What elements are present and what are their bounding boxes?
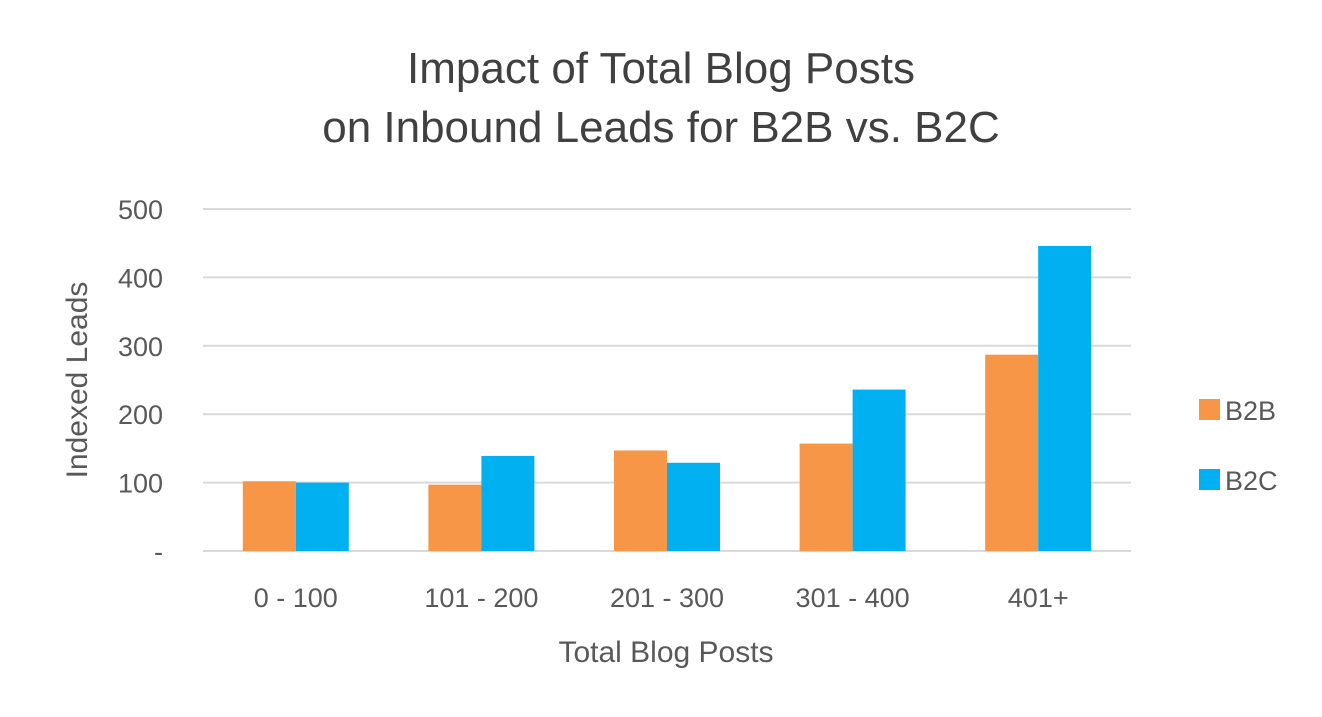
gridlines xyxy=(203,208,1131,552)
bar-b2b xyxy=(428,484,482,551)
bar-b2c xyxy=(1038,245,1092,551)
chart-title: Impact of Total Blog Posts on Inbound Le… xyxy=(322,44,1000,152)
x-axis-ticks: 0 - 100 101 - 200 201 - 300 301 - 400 401+ xyxy=(254,583,1069,613)
bar-b2b xyxy=(242,481,296,551)
bar-b2b xyxy=(614,450,667,551)
bar-b2b xyxy=(799,443,853,551)
y-tick-label: 200 xyxy=(118,400,163,430)
x-tick-label: 401+ xyxy=(1008,583,1069,613)
x-tick-label: 101 - 200 xyxy=(424,583,538,613)
chart-title-line-2: on Inbound Leads for B2B vs. B2C xyxy=(322,103,1000,152)
x-tick-label: 0 - 100 xyxy=(254,583,338,613)
y-axis-ticks: - 100 200 300 400 500 xyxy=(118,195,163,567)
x-tick-label: 201 - 300 xyxy=(610,583,724,613)
legend-label-b2c: B2C xyxy=(1225,466,1278,496)
bar-b2c xyxy=(481,455,535,551)
y-tick-label: 500 xyxy=(118,195,163,225)
y-tick-label: 400 xyxy=(118,263,163,293)
bar-b2c xyxy=(852,389,906,551)
legend: B2B B2C xyxy=(1199,396,1278,496)
bar-b2b xyxy=(985,354,1039,551)
legend-swatch-b2b xyxy=(1199,399,1220,420)
chart-title-line-1: Impact of Total Blog Posts xyxy=(407,44,915,93)
y-tick-label: 100 xyxy=(118,469,163,499)
bars xyxy=(242,245,1092,551)
bar-b2c xyxy=(667,462,720,551)
y-axis-title: Indexed Leads xyxy=(61,282,94,479)
y-tick-label: - xyxy=(154,537,163,567)
x-axis-title: Total Blog Posts xyxy=(558,636,773,669)
legend-label-b2b: B2B xyxy=(1225,396,1276,426)
bar-b2c xyxy=(295,482,349,551)
y-tick-label: 300 xyxy=(118,332,163,362)
legend-swatch-b2c xyxy=(1199,469,1220,490)
x-tick-label: 301 - 400 xyxy=(796,583,910,613)
